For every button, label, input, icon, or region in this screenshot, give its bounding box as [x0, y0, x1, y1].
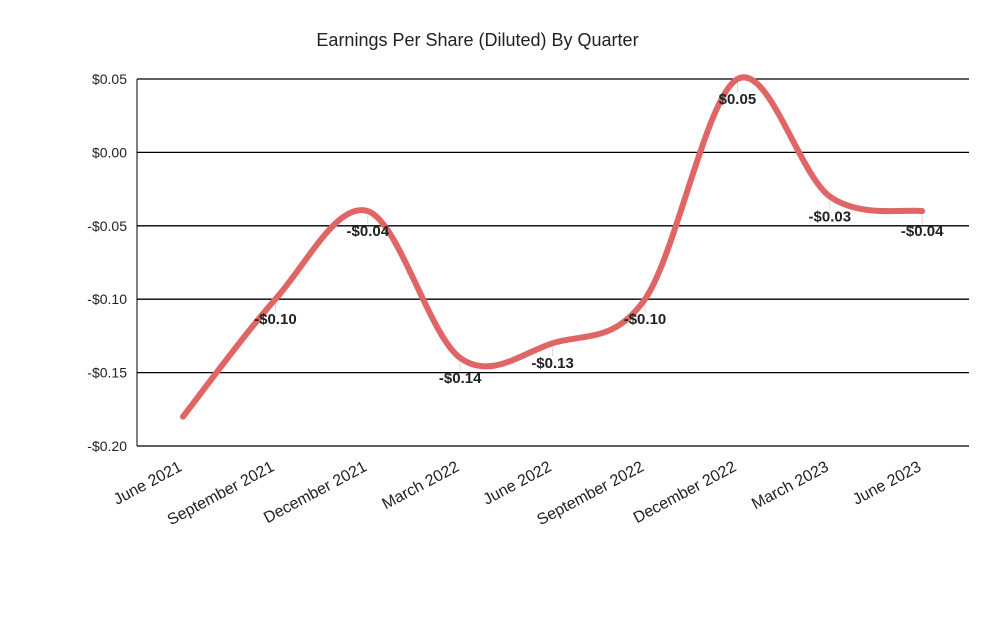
x-tick-label: June 2021 [111, 458, 185, 508]
x-tick-label: March 2022 [379, 458, 462, 513]
grid-lines [136, 78, 969, 447]
data-label: -$0.14 [439, 370, 482, 387]
x-tick-label: December 2022 [631, 458, 740, 527]
data-label: $0.05 [719, 91, 757, 108]
y-tick-label: -$0.05 [87, 218, 127, 234]
data-label: -$0.10 [254, 311, 297, 328]
x-tick-label: March 2023 [749, 458, 832, 513]
y-tick-label: -$0.20 [87, 438, 127, 454]
data-label: -$0.03 [809, 208, 852, 225]
data-label: -$0.13 [531, 355, 574, 372]
y-axis-ticks: $0.05 $0.00 -$0.05 -$0.10 -$0.15 -$0.20 [87, 71, 127, 454]
label-leader-lines [274, 83, 923, 371]
data-label: -$0.10 [624, 311, 667, 328]
y-tick-label: $0.05 [92, 71, 127, 87]
series-group [180, 74, 926, 420]
data-label: -$0.04 [901, 223, 944, 240]
data-labels: -$0.10 -$0.04 -$0.14 -$0.13 -$0.10 $0.05 -$0.0… [254, 91, 944, 387]
y-tick-label: -$0.10 [87, 291, 127, 307]
x-tick-label: December 2021 [261, 458, 370, 527]
chart-title: Earnings Per Share (Diluted) By Quarter [316, 30, 639, 50]
data-label: -$0.04 [347, 223, 390, 240]
y-tick-label: -$0.15 [87, 365, 127, 381]
y-tick-label: $0.00 [92, 144, 127, 160]
x-tick-label: June 2022 [481, 458, 555, 508]
x-tick-label: June 2023 [850, 458, 924, 508]
